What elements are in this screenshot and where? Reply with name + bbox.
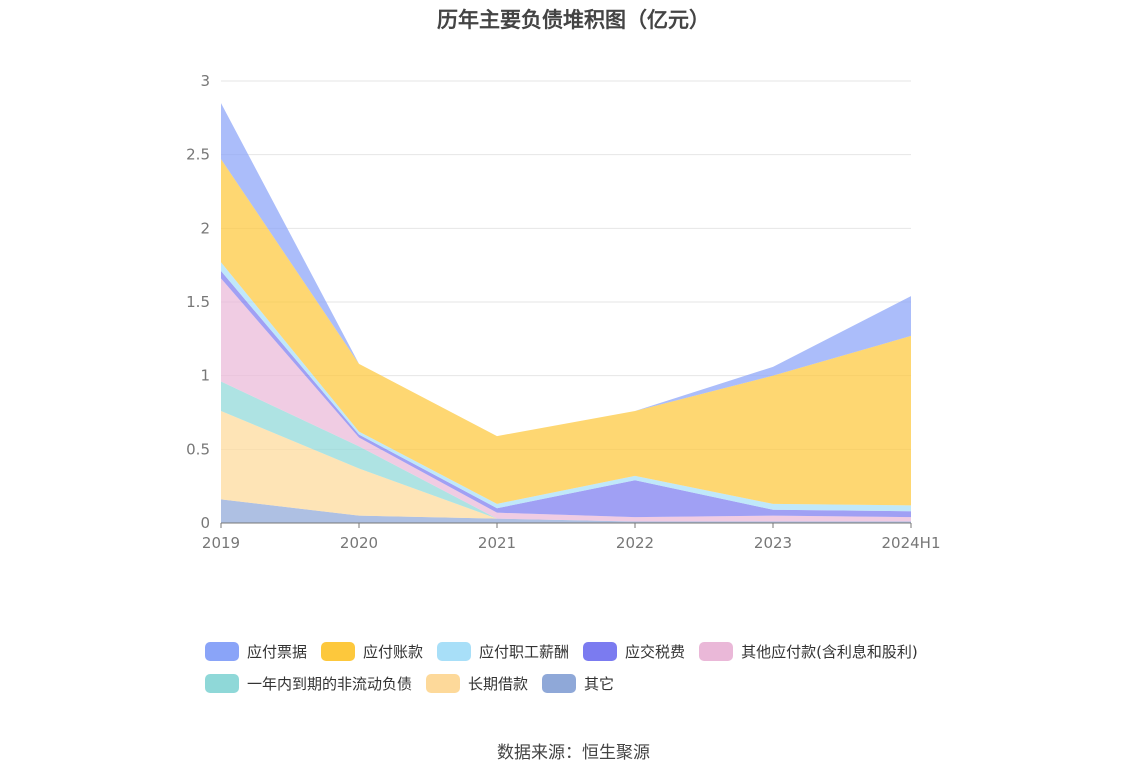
y-tick-label: 3: [200, 72, 210, 90]
legend-item[interactable]: 一年内到期的非流动负债: [205, 672, 412, 694]
y-tick-label: 1: [200, 367, 210, 385]
legend-item[interactable]: 其他应付款(含利息和股利): [699, 640, 918, 662]
chart-title: 历年主要负债堆积图（亿元）: [437, 8, 710, 32]
legend-swatch: [205, 641, 239, 661]
legend-label: 应交税费: [625, 642, 686, 661]
area-应付账款: [221, 159, 911, 506]
x-tick-label: 2023: [754, 534, 792, 552]
legend-label: 其他应付款(含利息和股利): [741, 642, 918, 661]
area-series: [221, 103, 911, 523]
y-tick-label: 2.5: [186, 146, 210, 164]
legend-label: 应付账款: [363, 642, 424, 661]
area-长期借款: [221, 411, 911, 522]
legend-label: 一年内到期的非流动负债: [247, 674, 413, 693]
legend-item[interactable]: 其它: [542, 672, 614, 694]
legend-label: 长期借款: [468, 674, 529, 693]
y-tick-label: 1.5: [186, 293, 210, 311]
x-tick-label: 2021: [478, 534, 516, 552]
legend-swatch: [205, 673, 239, 693]
area-其他应付款(含利息和股利): [221, 278, 911, 522]
axes: 0 0.5 1 1.5 2 2.5 3 2019 2020 2021 2022 2023 2024H1: [186, 72, 940, 552]
legend-swatch: [583, 641, 618, 661]
x-tick-label: 2019: [202, 534, 240, 552]
y-tick-label: 0: [200, 514, 210, 532]
source-note: 数据来源：恒生聚源: [497, 743, 650, 763]
legend-item[interactable]: 应付账款: [321, 640, 423, 662]
y-tick-label: 2: [200, 219, 210, 237]
legend-swatch: [542, 673, 577, 693]
legend-swatch: [699, 641, 734, 661]
legend-item[interactable]: 应付票据: [205, 640, 307, 662]
y-tick-label: 0.5: [186, 440, 210, 458]
x-tick-label: 2022: [616, 534, 654, 552]
legend-label: 应付票据: [247, 642, 308, 661]
legend: 应付票据 应付账款 应付职工薪酬 应交税费 其他应付款(含利息和股利) 一年内到期的非流动…: [205, 640, 965, 704]
x-tick-label: 2020: [340, 534, 378, 552]
legend-label: 其它: [584, 674, 615, 693]
legend-item[interactable]: 应交税费: [583, 640, 685, 662]
legend-item[interactable]: 应付职工薪酬: [437, 640, 569, 662]
x-tick-label: 2024H1: [882, 534, 941, 552]
legend-item[interactable]: 长期借款: [426, 672, 528, 694]
area-应交税费: [221, 271, 911, 518]
legend-label: 应付职工薪酬: [479, 642, 570, 661]
legend-swatch: [437, 641, 472, 661]
legend-swatch: [426, 673, 461, 693]
area-其它: [221, 499, 911, 523]
area-一年内到期的非流动负债: [221, 381, 911, 522]
legend-swatch: [321, 641, 356, 661]
